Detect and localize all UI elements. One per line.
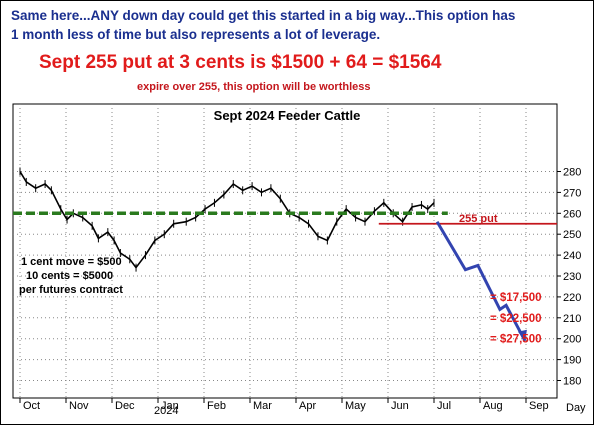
- x-tick-label: Nov: [69, 400, 89, 412]
- x-tick-label: Jun: [391, 400, 409, 412]
- x-axis: Oct Nov Dec Jan Feb Mar Apr May Jun Jul Aug Sep: [19, 398, 549, 412]
- x-tick-label: Sep: [529, 400, 549, 412]
- y-tick-label: 250: [563, 229, 581, 241]
- legend-line: per futures contract: [19, 284, 123, 296]
- projection-arrow: [435, 220, 527, 342]
- put-strike-line: 255 put: [378, 213, 557, 225]
- note-line-1: Same here...ANY down day could get this …: [11, 8, 516, 23]
- x-tick-label: Apr: [299, 400, 316, 412]
- y-tick-label: 200: [563, 334, 581, 346]
- projection-arrowhead: [517, 329, 527, 341]
- expiry-note: expire over 255, this option will be wor…: [137, 81, 371, 93]
- y-tick-label: 220: [563, 292, 581, 304]
- grid: [13, 104, 557, 398]
- x-tick-label: Dec: [115, 400, 135, 412]
- price-series: [19, 167, 435, 272]
- y-tick-label: 260: [563, 208, 581, 220]
- y-tick-label: 230: [563, 271, 581, 283]
- put-label: 255 put: [459, 213, 498, 225]
- annotations: = $17,500 = $22,500 = $27,500: [490, 292, 541, 346]
- x-tick-label: Jan: [161, 400, 179, 412]
- headline: Sept 255 put at 3 cents is $1500 + 64 = …: [39, 52, 442, 73]
- x-tick-label: Oct: [23, 400, 40, 412]
- y-tick-label: 270: [563, 187, 581, 199]
- x-tick-label: Aug: [483, 400, 503, 412]
- y-tick-label: 280: [563, 167, 581, 179]
- legend-line: 10 cents = $5000: [26, 270, 113, 282]
- year-label: 2024: [154, 405, 178, 417]
- x-tick-label: Feb: [207, 400, 226, 412]
- y-tick-label: 190: [563, 355, 581, 367]
- y-axis: 180 190 200 210 220 230 240 250 260 270 280: [557, 167, 581, 388]
- payoff-annotation: = $27,500: [490, 334, 541, 346]
- price-line: [19, 171, 435, 269]
- legend-line: 1 cent move = $500: [21, 256, 122, 268]
- payoff-annotation: = $17,500: [490, 292, 541, 304]
- projection-path: [435, 220, 527, 342]
- note-line-2: 1 month less of time but also represents…: [11, 27, 381, 42]
- plot-border: [12, 103, 558, 399]
- y-tick-label: 210: [563, 313, 581, 325]
- x-tick-label: Jul: [437, 400, 451, 412]
- contract-legend: 1 cent move = $500 10 cents = $5000 per fu…: [19, 256, 123, 296]
- chart-title: Sept 2024 Feeder Cattle: [214, 108, 361, 123]
- y-tick-label: 240: [563, 250, 581, 262]
- x-axis-label: Day: [566, 402, 586, 414]
- payoff-annotation: = $22,500: [490, 313, 541, 325]
- x-tick-label: May: [345, 400, 366, 412]
- y-tick-label: 180: [563, 376, 581, 388]
- x-tick-label: Mar: [253, 400, 272, 412]
